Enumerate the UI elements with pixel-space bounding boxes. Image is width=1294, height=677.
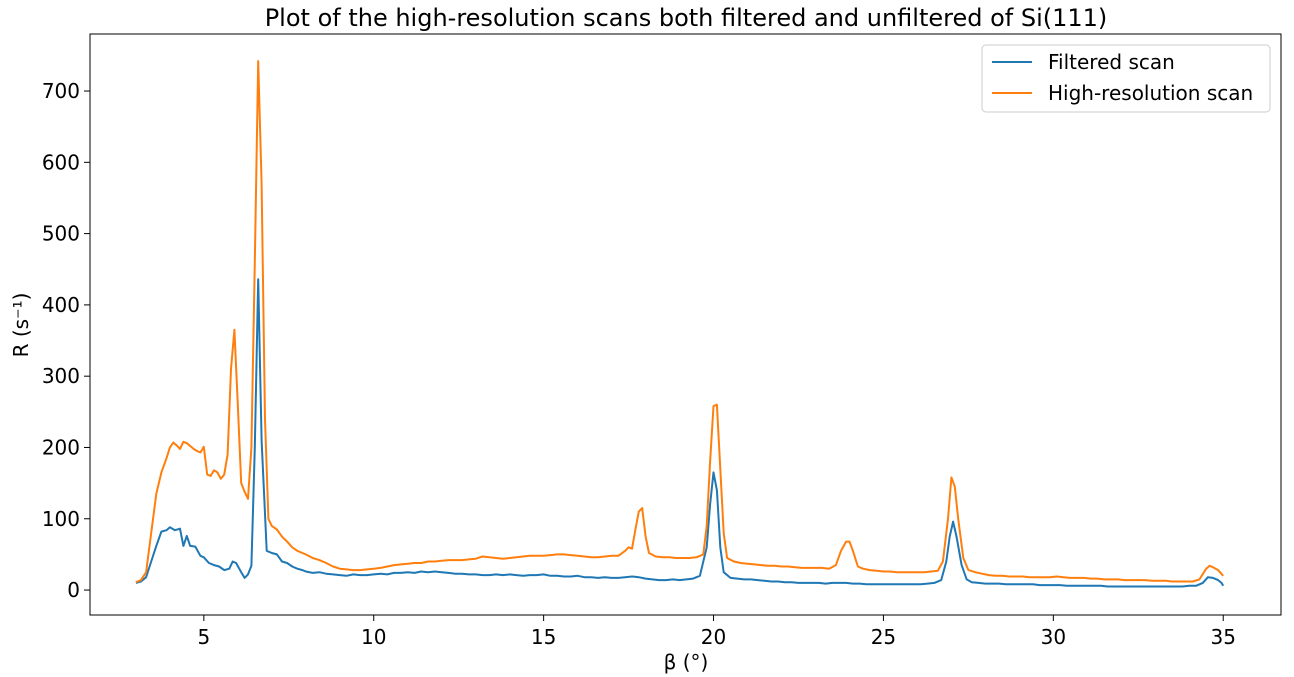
x-tick-label: 35 <box>1211 625 1236 649</box>
x-tick-label: 10 <box>361 625 386 649</box>
x-tick-label: 30 <box>1041 625 1066 649</box>
legend-label-2: High-resolution scan <box>1048 81 1253 105</box>
plot-frame <box>89 33 1282 616</box>
series-line-1 <box>135 278 1225 588</box>
y-tick-label: 0 <box>67 578 80 602</box>
chart-title: Plot of the high-resolution scans both f… <box>265 4 1108 32</box>
x-axis: 5 10 15 20 25 30 35 <box>197 615 1236 649</box>
legend: Filtered scan High-resolution scan <box>981 44 1271 113</box>
y-tick-label: 200 <box>42 435 80 459</box>
x-axis-title: β (°) <box>664 650 709 674</box>
legend-box <box>981 44 1271 113</box>
y-tick-label: 500 <box>42 222 80 246</box>
series-layer <box>135 60 1225 588</box>
y-tick-label: 700 <box>42 79 80 103</box>
x-tick-label: 5 <box>197 625 210 649</box>
y-axis-title: R (s⁻¹) <box>9 293 33 358</box>
plot-area <box>89 33 1282 616</box>
y-tick-label: 100 <box>42 507 80 531</box>
x-tick-label: 15 <box>531 625 556 649</box>
y-tick-label: 400 <box>42 293 80 317</box>
plot-background <box>90 34 1281 615</box>
series-line-2 <box>135 60 1224 584</box>
y-axis: 0 100 200 300 400 500 600 700 <box>42 79 90 602</box>
legend-label-1: Filtered scan <box>1048 50 1175 74</box>
y-tick-label: 300 <box>42 364 80 388</box>
y-tick-label: 600 <box>42 150 80 174</box>
x-tick-label: 20 <box>701 625 726 649</box>
x-tick-label: 25 <box>871 625 896 649</box>
